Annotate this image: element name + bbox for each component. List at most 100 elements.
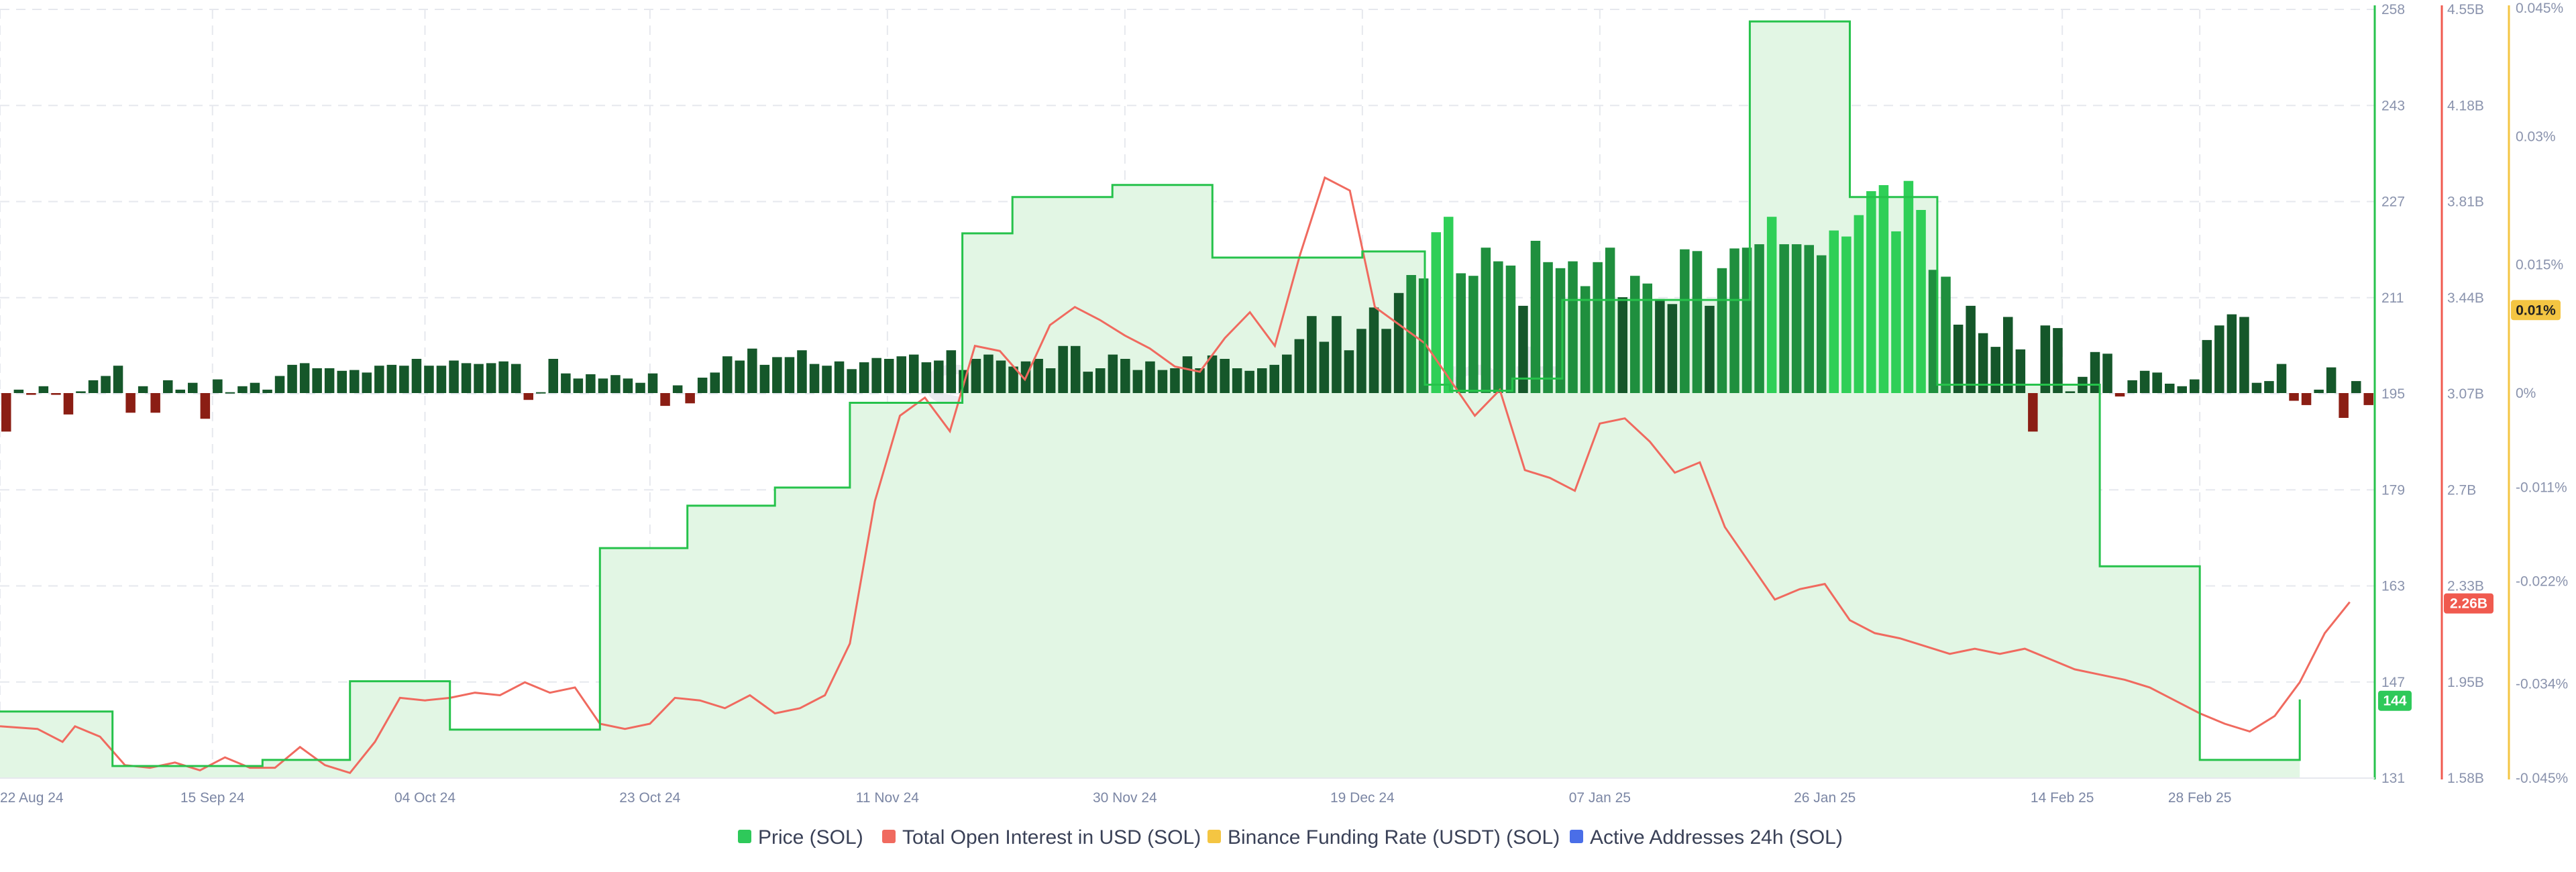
- x-axis-tick: 14 Feb 25: [2031, 790, 2094, 806]
- funding-bar: [1891, 231, 1901, 393]
- price-tag: 144: [2378, 690, 2412, 711]
- funding-bar: [1008, 366, 1018, 393]
- oi-axis-tick: 3.07B: [2447, 386, 2484, 402]
- funding-bar: [2214, 325, 2224, 393]
- funding-bar: [971, 359, 981, 393]
- funding-bar: [1220, 359, 1230, 393]
- funding-bar: [2301, 393, 2312, 405]
- funding-bar: [2202, 339, 2212, 393]
- legend-label: Active Addresses 24h (SOL): [1590, 826, 1843, 849]
- funding-bar: [2015, 349, 2026, 393]
- funding-bar: [896, 356, 906, 393]
- funding-bar: [1667, 304, 1678, 393]
- funding-bar: [150, 393, 160, 413]
- funding-bar: [362, 372, 372, 393]
- x-axis-tick: 19 Dec 24: [1330, 790, 1395, 806]
- funding-bar: [809, 364, 820, 393]
- price-axis-tick: 243: [2381, 98, 2405, 113]
- funding-bar: [1319, 341, 1330, 393]
- funding-bar: [772, 357, 782, 393]
- funding-bar: [2314, 389, 2324, 393]
- funding-bar: [436, 366, 447, 393]
- funding-bar: [1182, 356, 1193, 393]
- funding-bar: [996, 360, 1006, 393]
- funding-bar: [1779, 244, 1789, 393]
- price-tag-text: 144: [2383, 694, 2406, 709]
- legend-label: Binance Funding Rate (USDT) (SOL): [1228, 826, 1560, 849]
- funding-bar: [735, 360, 745, 393]
- funding-bar: [63, 393, 74, 415]
- price-axis-tick: 163: [2381, 579, 2405, 594]
- funding-bar: [1, 393, 11, 432]
- funding-bar: [672, 385, 683, 393]
- funding-bar: [747, 348, 757, 393]
- funding-bar: [237, 386, 248, 393]
- funding-bar: [561, 373, 571, 393]
- funding-bar: [2090, 351, 2100, 393]
- funding-bar: [1058, 345, 1068, 393]
- funding-bar: [1916, 210, 1926, 393]
- funding-bar: [461, 363, 472, 393]
- funding-bar: [287, 364, 297, 393]
- legend: Price (SOL) Total Open Interest in USD (S…: [738, 826, 1843, 849]
- funding-bar: [884, 359, 894, 393]
- funding-bar: [1282, 354, 1292, 393]
- funding-bar: [921, 362, 932, 393]
- funding-bar: [2065, 391, 2076, 393]
- funding-bar: [2239, 317, 2249, 393]
- funding-bar: [1804, 245, 1814, 393]
- funding-bar: [1841, 236, 1851, 393]
- oi-axis-tick: 2.7B: [2447, 482, 2476, 498]
- funding-bar: [225, 392, 235, 394]
- funding-bar: [262, 389, 272, 393]
- legend-label: Price (SOL): [758, 826, 863, 849]
- funding-bar: [1294, 339, 1305, 393]
- funding-bar: [1307, 316, 1317, 393]
- funding-bar: [13, 389, 24, 393]
- funding-bar: [660, 393, 670, 406]
- funding-bar: [1381, 329, 1391, 393]
- funding-bar: [2102, 353, 2112, 393]
- funding-bar: [200, 393, 211, 419]
- funding-bar: [350, 370, 360, 393]
- price-axis-tick: 131: [2381, 771, 2405, 786]
- legend-label: Total Open Interest in USD (SOL): [902, 826, 1201, 849]
- funding-bar: [2127, 380, 2137, 393]
- funding-bar: [1145, 361, 1155, 393]
- funding-bar: [1244, 370, 1254, 393]
- price-axis-tick: 227: [2381, 195, 2405, 210]
- funding-bar: [834, 361, 845, 393]
- funding-tag-text: 0.01%: [2516, 303, 2556, 318]
- funding-bar: [1045, 368, 1056, 393]
- price-area-fill: [0, 21, 2300, 778]
- funding-bar: [88, 380, 99, 393]
- funding-bar: [635, 382, 645, 393]
- funding-bar: [523, 393, 533, 400]
- funding-bar: [722, 356, 733, 393]
- funding-bar: [1754, 244, 1764, 393]
- funding-axis-tick: -0.045%: [2516, 771, 2568, 786]
- oi-axis-tick: 4.18B: [2447, 98, 2484, 113]
- legend-swatch: [1570, 830, 1583, 843]
- funding-bar: [1530, 241, 1541, 393]
- funding-bar: [498, 361, 508, 393]
- funding-bar: [1705, 305, 1715, 393]
- funding-bar: [188, 382, 198, 393]
- oi-axis-tick: 4.55B: [2447, 2, 2484, 17]
- funding-bar: [909, 354, 919, 393]
- funding-bar: [511, 364, 521, 393]
- funding-bar: [871, 358, 881, 393]
- price-axis-tick: 195: [2381, 386, 2405, 402]
- funding-bar: [2040, 325, 2051, 393]
- x-axis-tick: 11 Nov 24: [856, 790, 919, 806]
- funding-bar: [1157, 370, 1168, 393]
- funding-bar: [2289, 393, 2299, 401]
- funding-bar: [1978, 333, 1988, 393]
- funding-bar: [1717, 268, 1727, 393]
- funding-bar: [598, 378, 608, 393]
- funding-bar: [1866, 191, 1876, 393]
- x-axis-tick: 26 Jan 25: [1794, 790, 1856, 806]
- funding-bar: [934, 360, 944, 393]
